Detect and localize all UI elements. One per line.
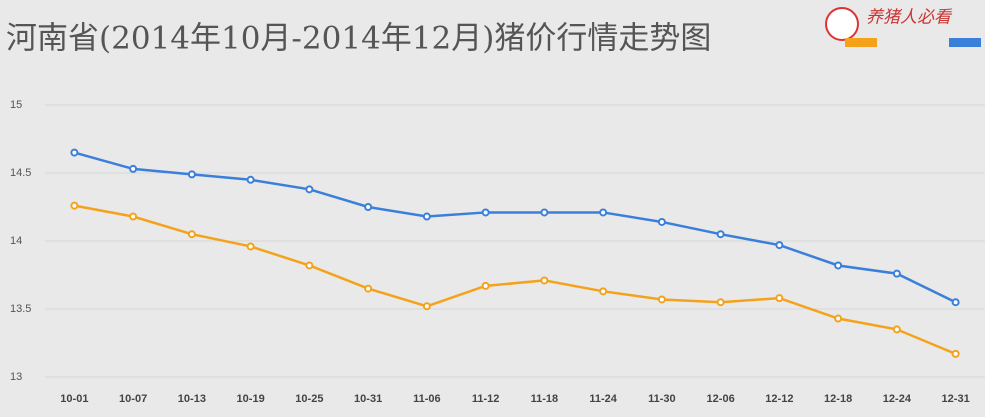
point	[951, 298, 960, 307]
x-tick-label: 12-12	[765, 393, 793, 405]
y-tick-label: 14.5	[10, 167, 31, 179]
x-tick-label: 11-24	[589, 393, 617, 405]
legend-swatch	[949, 38, 981, 47]
legend	[845, 38, 981, 47]
point	[481, 281, 490, 290]
point	[305, 185, 314, 194]
legend-swatch	[845, 38, 877, 47]
point	[364, 284, 373, 293]
line	[74, 151, 957, 304]
point	[70, 201, 79, 210]
point	[892, 325, 901, 334]
point	[892, 269, 901, 278]
x-tick-label: 10-13	[178, 393, 206, 405]
y-tick-label: 13.5	[10, 303, 31, 315]
point	[716, 298, 725, 307]
point	[364, 203, 373, 211]
x-tick-label: 10-01	[60, 393, 88, 405]
point	[775, 241, 784, 250]
point	[129, 164, 138, 173]
point	[481, 208, 490, 217]
x-tick-label: 12-31	[942, 393, 970, 405]
x-tick-label: 11-06	[413, 393, 441, 405]
y-tick-label: 13	[10, 371, 22, 383]
point	[951, 349, 960, 358]
point	[599, 208, 608, 217]
point	[540, 208, 549, 217]
watermark: 养猪人必看	[866, 8, 953, 28]
point	[657, 295, 666, 304]
point	[716, 230, 725, 239]
point	[129, 212, 138, 221]
point	[246, 175, 255, 184]
point	[187, 230, 196, 239]
x-tick-label: 12-24	[883, 393, 912, 405]
y-tick-label: 15	[10, 99, 22, 111]
x-tick-label: 12-06	[707, 393, 735, 405]
point	[422, 302, 431, 311]
point	[70, 148, 79, 157]
y-tick-label: 14	[10, 235, 22, 247]
line	[74, 204, 957, 356]
point	[657, 217, 666, 226]
point	[422, 212, 431, 221]
point	[246, 242, 255, 251]
x-tick-label: 11-30	[648, 393, 676, 405]
watermark-logo	[825, 7, 859, 41]
x-tick-label: 12-18	[824, 393, 852, 405]
x-tick-label: 10-31	[354, 393, 382, 405]
x-tick-label: 10-25	[295, 393, 323, 405]
x-tick-label: 11-12	[472, 393, 500, 405]
x-tick-label: 11-18	[531, 393, 559, 405]
point	[540, 276, 549, 285]
chart-title: 河南省(2014年10月-2014年12月)猪价行情走势图	[6, 21, 711, 57]
point	[305, 261, 314, 270]
point	[834, 261, 843, 270]
point	[775, 294, 784, 303]
x-tick-label: 10-19	[237, 393, 265, 405]
point	[599, 287, 608, 296]
point	[187, 170, 196, 179]
x-tick-label: 10-07	[119, 393, 147, 405]
point	[834, 314, 843, 323]
